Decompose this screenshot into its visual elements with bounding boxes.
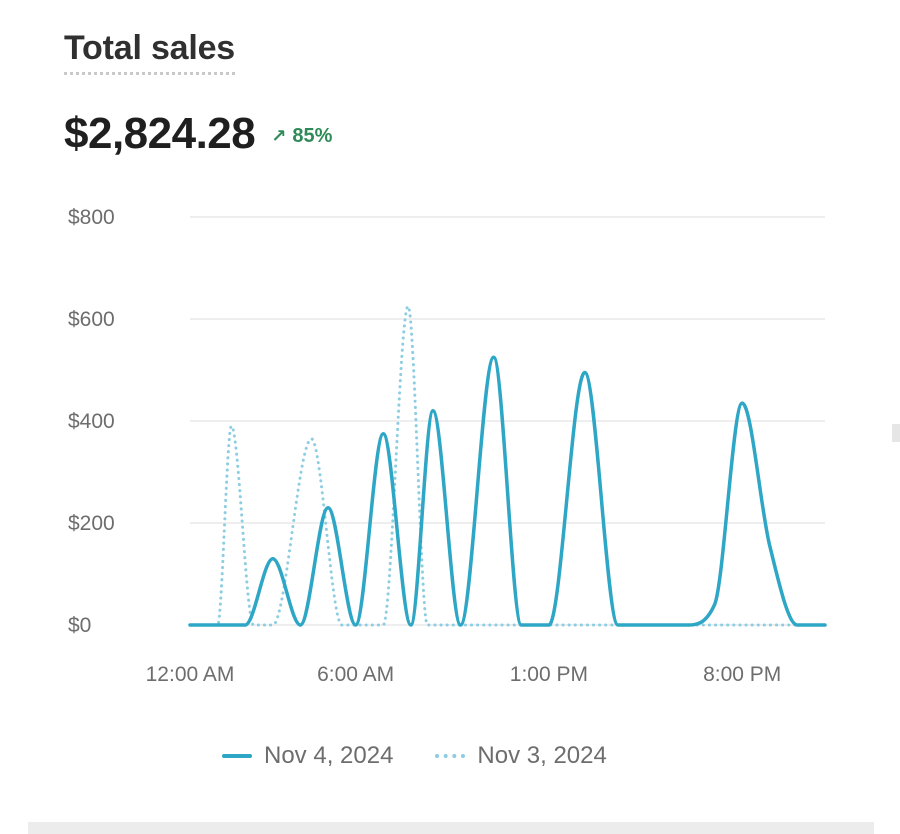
x-tick-label: 8:00 PM [703,663,781,686]
solid-line-swatch [222,754,252,758]
legend-label-nov-3: Nov 3, 2024 [477,742,607,769]
total-row: $2,824.28 ↗ 85% [64,106,332,162]
scroll-edge [892,424,900,442]
y-tick-label: $800 [68,206,115,229]
grid-lines [190,216,825,626]
arrow-up-right-icon: ↗ [271,126,287,146]
legend-item-nov-4[interactable]: Nov 4, 2024 [222,742,393,770]
change-percent: 85% [292,124,333,147]
x-tick-label: 12:00 AM [146,663,235,686]
change-badge: ↗ 85% [271,125,332,148]
series-line-nov-3[interactable] [188,304,827,627]
y-tick-label: $200 [68,512,115,535]
series-lines [188,304,827,627]
x-tick-label: 6:00 AM [317,663,394,686]
y-tick-label: $600 [68,308,115,331]
y-tick-label: $0 [68,614,91,637]
chart-legend: Nov 4, 2024 Nov 3, 2024 [222,742,607,770]
series-line-nov-4[interactable] [188,355,827,627]
y-axis-ticks: $800 $600 $400 $200 $0 [68,206,115,637]
dotted-line-swatch [435,754,466,758]
total-amount: $2,824.28 [64,109,256,158]
sales-line-chart: $800 $600 $400 $200 $0 12:00 AM 6:00 AM 1:00 P… [68,206,827,686]
x-tick-label: 1:00 PM [510,663,588,686]
legend-label-nov-4: Nov 4, 2024 [264,742,394,769]
card-title[interactable]: Total sales [64,28,235,75]
legend-item-nov-3[interactable]: Nov 3, 2024 [435,742,607,770]
x-axis-ticks: 12:00 AM 6:00 AM 1:00 PM 8:00 PM [146,663,782,686]
y-tick-label: $400 [68,410,115,433]
bottom-divider [28,822,874,834]
